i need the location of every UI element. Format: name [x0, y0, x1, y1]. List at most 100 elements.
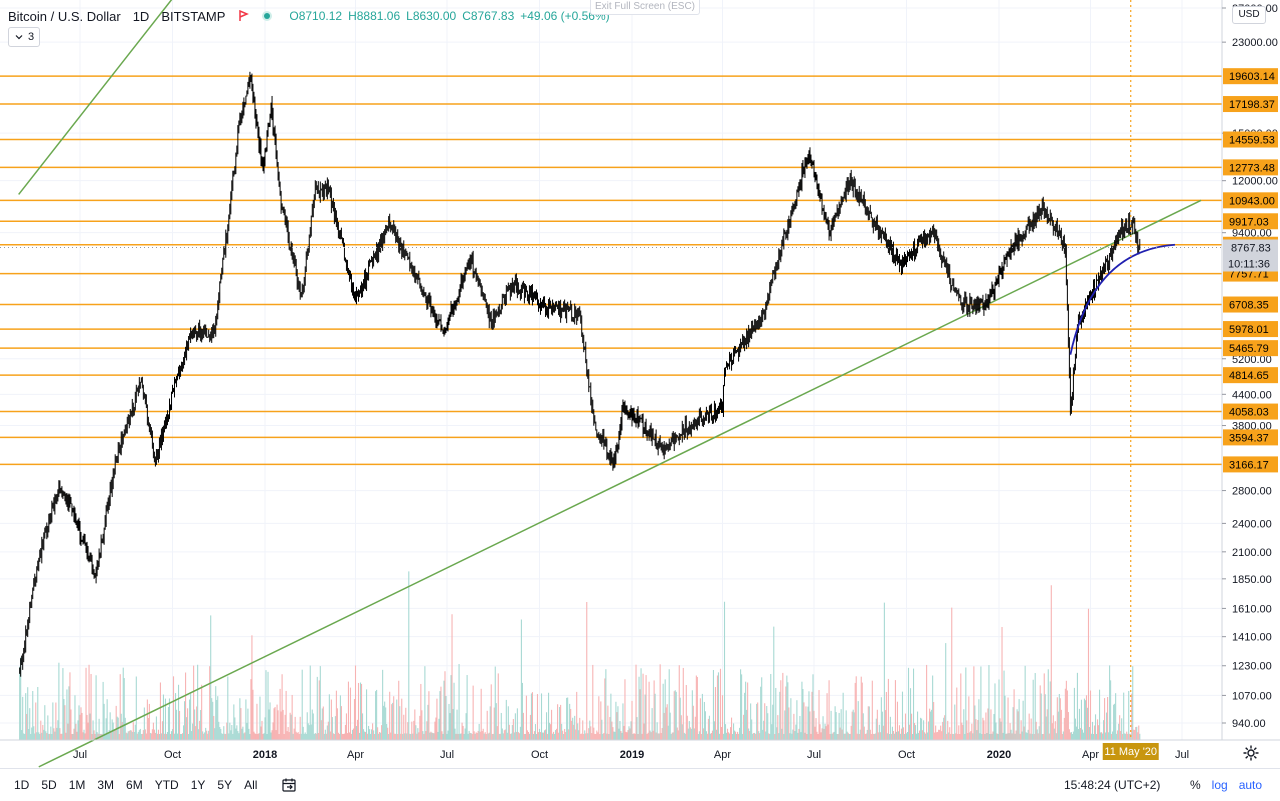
- price-tick-label: 1410.00: [1232, 632, 1272, 644]
- level-price-label: [1223, 403, 1278, 420]
- level-price-text: 7757.71: [1229, 269, 1269, 281]
- time-tick-label: Jul: [807, 749, 821, 761]
- range-button-6m[interactable]: 6M: [126, 778, 143, 792]
- log-scale-button[interactable]: log: [1211, 778, 1228, 792]
- crosshair-date-text: 11 May '20: [1104, 746, 1157, 758]
- price-tick-label: 2400.00: [1232, 518, 1272, 530]
- ohlc-values: O8710.12 H8881.06 L8630.00 C8767.83 +49.06 (…: [289, 9, 615, 23]
- price-tick-label: 2100.00: [1232, 547, 1272, 559]
- level-price-text: 5978.01: [1229, 324, 1269, 336]
- last-price-text: 8767.83: [1231, 243, 1271, 255]
- crosshair: [0, 0, 1222, 740]
- studies-count: 3: [28, 31, 35, 43]
- crosshair-date-label: [1102, 743, 1159, 760]
- price-tick-label: 2800.00: [1232, 486, 1272, 498]
- price-chart[interactable]: 27000.0023000.0015000.0012000.009400.005…: [0, 0, 1280, 768]
- auto-scale-button[interactable]: auto: [1238, 778, 1263, 792]
- price-tick-label: 1610.00: [1232, 603, 1272, 615]
- symbol-interval: 1D: [132, 8, 150, 24]
- time-tick-label: Jul: [440, 749, 454, 761]
- price-tick-label: 12000.00: [1232, 176, 1278, 188]
- bottom-toolbar: 1D 5D 1M 3M 6M YTD 1Y 5Y All 15:48:24 (UTC+2) % …: [0, 768, 1280, 801]
- level-price-text: 3594.37: [1229, 432, 1269, 444]
- range-button-1m[interactable]: 1M: [68, 778, 86, 792]
- level-price-label: [1223, 296, 1278, 313]
- range-button-5y[interactable]: 5Y: [217, 778, 233, 792]
- level-price-text: 19603.14: [1229, 71, 1275, 83]
- flag-icon[interactable]: [233, 6, 253, 26]
- level-price-label: [1223, 68, 1278, 85]
- level-price-label: [1223, 321, 1278, 338]
- grid: [0, 0, 1222, 740]
- time-tick-label: 2020: [987, 749, 1011, 761]
- time-tick-label: Oct: [164, 749, 181, 761]
- level-price-text: 9917.03: [1229, 216, 1269, 228]
- level-price-label: [1223, 96, 1278, 113]
- chevron-down-icon: [15, 35, 23, 40]
- level-price-label: [1223, 340, 1278, 357]
- level-price-label: [1223, 429, 1278, 446]
- legend-header: Bitcoin / U.S. Dollar 1D BITSTAMP O8710.…: [8, 6, 616, 26]
- exit-fullscreen-button[interactable]: Exit Full Screen (ESC): [590, 0, 700, 15]
- symbol-name[interactable]: Bitcoin / U.S. Dollar: [8, 8, 121, 24]
- price-tick-label: 940.00: [1232, 718, 1266, 730]
- range-button-ytd[interactable]: YTD: [154, 778, 179, 792]
- level-price-text: 17198.37: [1229, 99, 1275, 111]
- change-value: +49.06 (+0.56%): [520, 9, 610, 23]
- time-tick-label: 2019: [620, 749, 644, 761]
- low-value: L8630.00: [406, 9, 457, 23]
- open-value: O8710.12: [289, 9, 343, 23]
- level-price-text: 5465.79: [1229, 343, 1269, 355]
- time-tick-label: Apr: [347, 749, 364, 761]
- countdown-text: 10:11:36: [1228, 259, 1270, 271]
- price-tick-label: 1230.00: [1232, 661, 1272, 673]
- level-price-label: [1223, 159, 1278, 176]
- volume-bars: [19, 571, 1141, 740]
- price-tick-label: 9400.00: [1232, 228, 1272, 240]
- level-price-text: 4058.03: [1229, 407, 1269, 419]
- market-status-icon: [257, 6, 277, 26]
- price-tick-label: 5200.00: [1232, 354, 1272, 366]
- percent-scale-button[interactable]: %: [1190, 778, 1201, 792]
- level-price-text: 10943.00: [1229, 195, 1275, 207]
- chart-background: [0, 0, 1280, 768]
- trendlines[interactable]: [18, 0, 1202, 768]
- trendline-lower[interactable]: [38, 199, 1202, 768]
- price-tick-label: 1070.00: [1232, 690, 1272, 702]
- time-axis[interactable]: Jul Oct 2018 Apr Jul Oct 2019 Apr Jul Oct 2020 Apr J…: [0, 739, 1280, 761]
- level-price-label: [1223, 456, 1278, 473]
- studies-toggle-button[interactable]: 3: [8, 27, 41, 47]
- last-price-label: [1223, 239, 1278, 272]
- price-series: [19, 71, 1141, 677]
- range-button-3m[interactable]: 3M: [97, 778, 115, 792]
- level-price-text: 14559.53: [1229, 135, 1275, 147]
- level-price-label: [1223, 213, 1278, 230]
- price-tick-label: 4400.00: [1232, 389, 1272, 401]
- range-button-all[interactable]: All: [244, 778, 258, 792]
- high-value: H8881.06: [348, 9, 401, 23]
- level-price-text: 12773.48: [1229, 162, 1275, 174]
- time-tick-label: Jul: [1175, 749, 1189, 761]
- level-price-text: 4814.65: [1229, 370, 1269, 382]
- trendline-upper[interactable]: [18, 0, 325, 195]
- time-tick-label: Apr: [714, 749, 731, 761]
- price-tick-label: 23000.00: [1232, 37, 1278, 49]
- clock-readout[interactable]: 15:48:24 (UTC+2): [1064, 778, 1161, 792]
- time-tick-label: Jul: [73, 749, 87, 761]
- scale-buttons: % log auto: [1190, 778, 1262, 792]
- time-tick-label: Apr: [1082, 749, 1099, 761]
- price-tick-label: 1850.00: [1232, 574, 1272, 586]
- gear-icon[interactable]: [1242, 744, 1260, 762]
- range-button-1y[interactable]: 1Y: [190, 778, 206, 792]
- level-price-label: [1223, 131, 1278, 148]
- range-button-5d[interactable]: 5D: [41, 778, 57, 792]
- time-tick-label: 2018: [253, 749, 277, 761]
- level-price-text: 3166.17: [1229, 459, 1269, 471]
- range-button-1d[interactable]: 1D: [14, 778, 30, 792]
- level-price-label: [1223, 367, 1278, 384]
- level-price-text: 6708.35: [1229, 300, 1269, 312]
- currency-button[interactable]: USD: [1232, 6, 1266, 24]
- time-tick-label: Oct: [898, 749, 915, 761]
- symbol-exchange: BITSTAMP: [161, 8, 226, 24]
- go-to-date-icon[interactable]: [281, 777, 297, 793]
